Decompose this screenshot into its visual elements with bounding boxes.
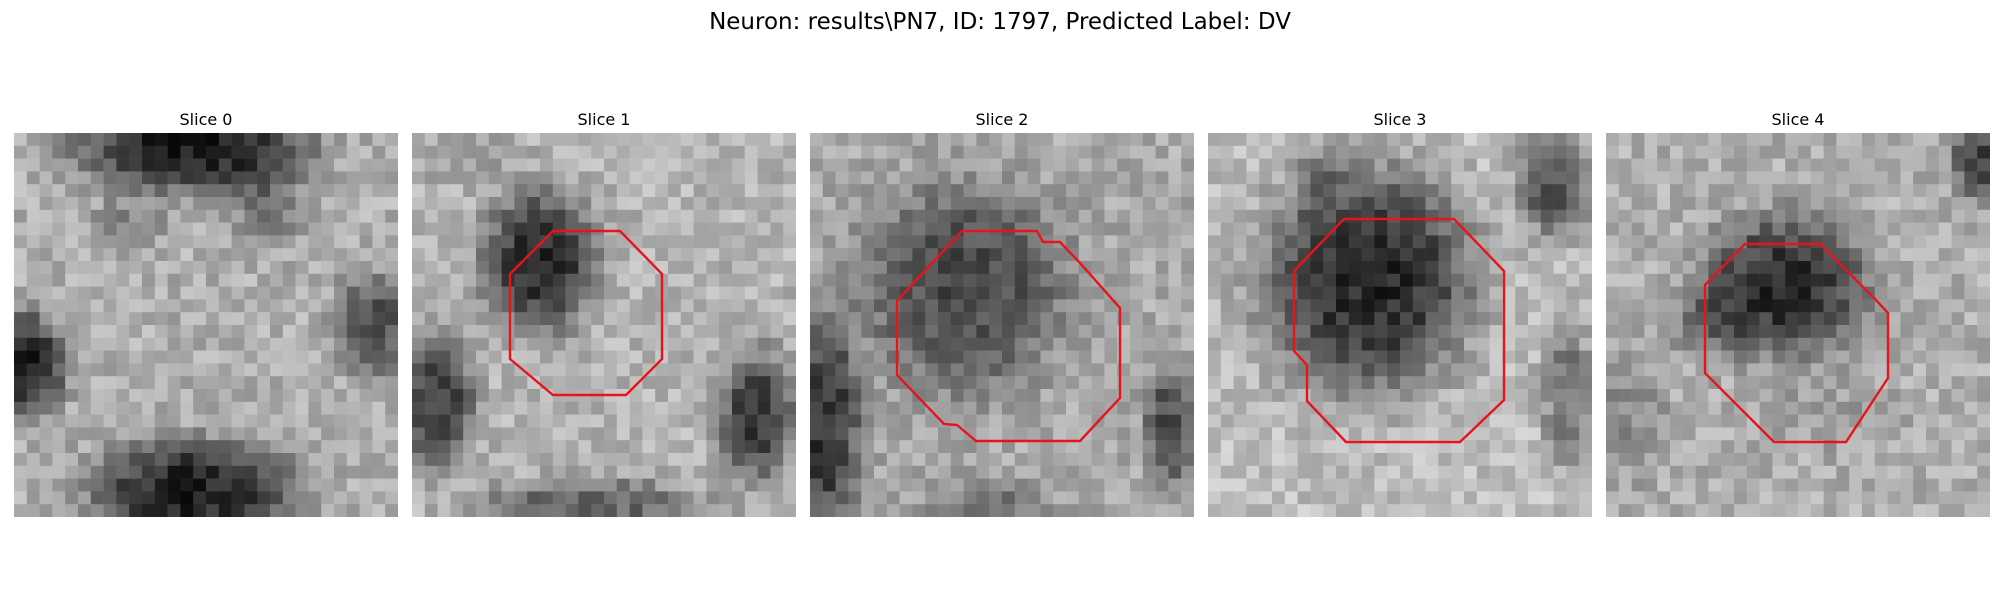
figure-title: Neuron: results\PN7, ID: 1797, Predicted…	[709, 9, 1291, 35]
slice-title: Slice 4	[1771, 110, 1825, 129]
slice-image	[810, 133, 1194, 517]
cell-contour	[1292, 217, 1506, 444]
slice-title: Slice 3	[1373, 110, 1427, 129]
slice-pixel-grid	[1208, 133, 1592, 517]
slice-panel-4: Slice 4	[1606, 108, 1990, 520]
slice-pixel-grid	[1606, 133, 1990, 517]
slice-image	[1208, 133, 1592, 517]
slice-panel-1: Slice 1	[412, 108, 796, 520]
slice-pixel-grid	[412, 133, 796, 517]
slice-image	[1606, 133, 1990, 517]
slice-pixel-grid	[14, 133, 398, 517]
cell-contour	[1703, 242, 1890, 444]
slice-panel-3: Slice 3	[1208, 108, 1592, 520]
cell-contour	[508, 229, 664, 397]
slice-panel-2: Slice 2	[810, 108, 1194, 520]
slice-panel-0: Slice 0	[14, 108, 398, 520]
slice-title: Slice 1	[577, 110, 631, 129]
slice-pixel-grid	[810, 133, 1194, 517]
slice-image	[14, 133, 398, 517]
cell-contour	[895, 229, 1122, 443]
slice-title: Slice 0	[179, 110, 233, 129]
slice-image	[412, 133, 796, 517]
slice-title: Slice 2	[975, 110, 1029, 129]
